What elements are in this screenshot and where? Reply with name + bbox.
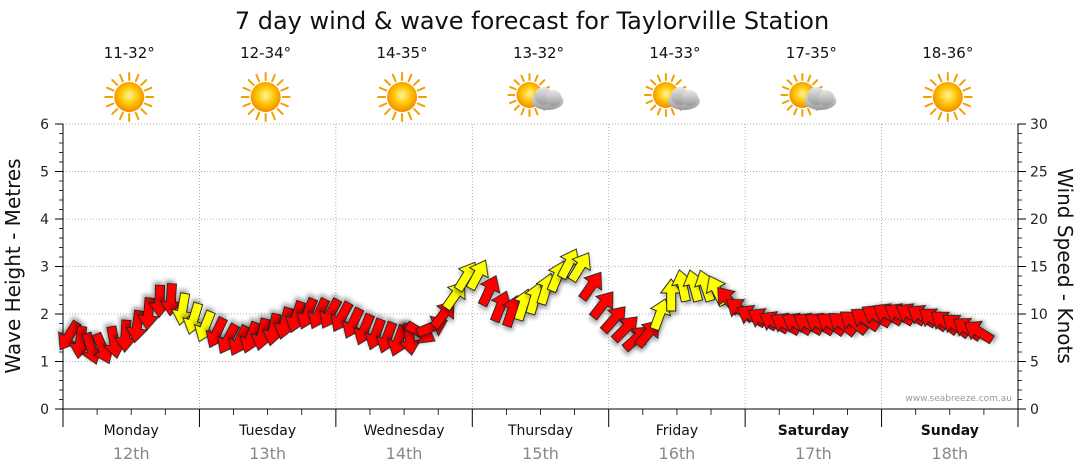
wind-arrow <box>465 259 489 292</box>
left-tick-label: 4 <box>40 212 49 228</box>
credit-text[interactable]: www.seabreeze.com.au <box>905 394 1012 404</box>
wind-arrow <box>963 320 995 345</box>
wind-arrow <box>588 291 614 321</box>
right-tick-label: 25 <box>1030 165 1048 181</box>
wind-arrow <box>578 271 602 302</box>
left-tick-label: 0 <box>40 402 49 418</box>
sun-icon <box>922 72 973 122</box>
day-date: 13th <box>249 444 286 463</box>
day-date: 12th <box>113 444 150 463</box>
day-temperature: 11-32° <box>104 44 155 62</box>
day-temperature: 13-32° <box>513 44 564 62</box>
day-temperature: 12-34° <box>240 44 291 62</box>
partly-cloudy-icon <box>780 73 837 117</box>
wind-arrows <box>58 248 995 365</box>
day-name: Monday <box>104 423 159 439</box>
day-name: Thursday <box>507 423 573 439</box>
day-name: Wednesday <box>364 423 445 439</box>
left-tick-label: 5 <box>40 165 49 181</box>
right-tick-label: 15 <box>1030 260 1048 276</box>
sun-icon <box>377 72 428 122</box>
day-name: Friday <box>656 423 698 439</box>
chart-title: 7 day wind & wave forecast for Taylorvil… <box>235 7 829 35</box>
day-date: 17th <box>795 444 832 463</box>
left-tick-label: 6 <box>40 117 49 133</box>
day-name: Sunday <box>921 423 979 439</box>
partly-cloudy-icon <box>643 73 700 117</box>
day-date: 14th <box>386 444 423 463</box>
day-date: 16th <box>659 444 696 463</box>
partly-cloudy-icon <box>507 73 564 117</box>
left-tick-label: 2 <box>40 307 49 323</box>
right-tick-label: 30 <box>1030 117 1048 133</box>
day-temperature: 18-36° <box>922 44 973 62</box>
left-tick-label: 1 <box>40 355 49 371</box>
day-temperature: 14-35° <box>377 44 428 62</box>
wind-arrow <box>649 298 672 332</box>
right-tick-label: 5 <box>1030 355 1039 371</box>
right-tick-label: 0 <box>1030 402 1039 418</box>
day-date: 15th <box>522 444 559 463</box>
wind-arrow <box>599 306 626 335</box>
right-tick-label: 10 <box>1030 307 1048 323</box>
wind-arrow <box>567 252 591 284</box>
day-date: 18th <box>931 444 968 463</box>
sun-icon <box>104 72 155 122</box>
right-tick-label: 20 <box>1030 212 1048 228</box>
left-tick-label: 3 <box>40 260 49 276</box>
day-temperature: 14-33° <box>649 44 700 62</box>
day-name: Saturday <box>778 423 849 439</box>
wind-arrow <box>477 275 501 308</box>
day-temperature: 17-35° <box>786 44 837 62</box>
day-name: Tuesday <box>238 423 296 439</box>
right-axis-label: Wind Speed - Knots <box>1053 168 1077 364</box>
wind-arrow <box>610 316 638 344</box>
sun-icon <box>240 72 291 122</box>
left-axis-label: Wave Height - Metres <box>1 158 25 373</box>
